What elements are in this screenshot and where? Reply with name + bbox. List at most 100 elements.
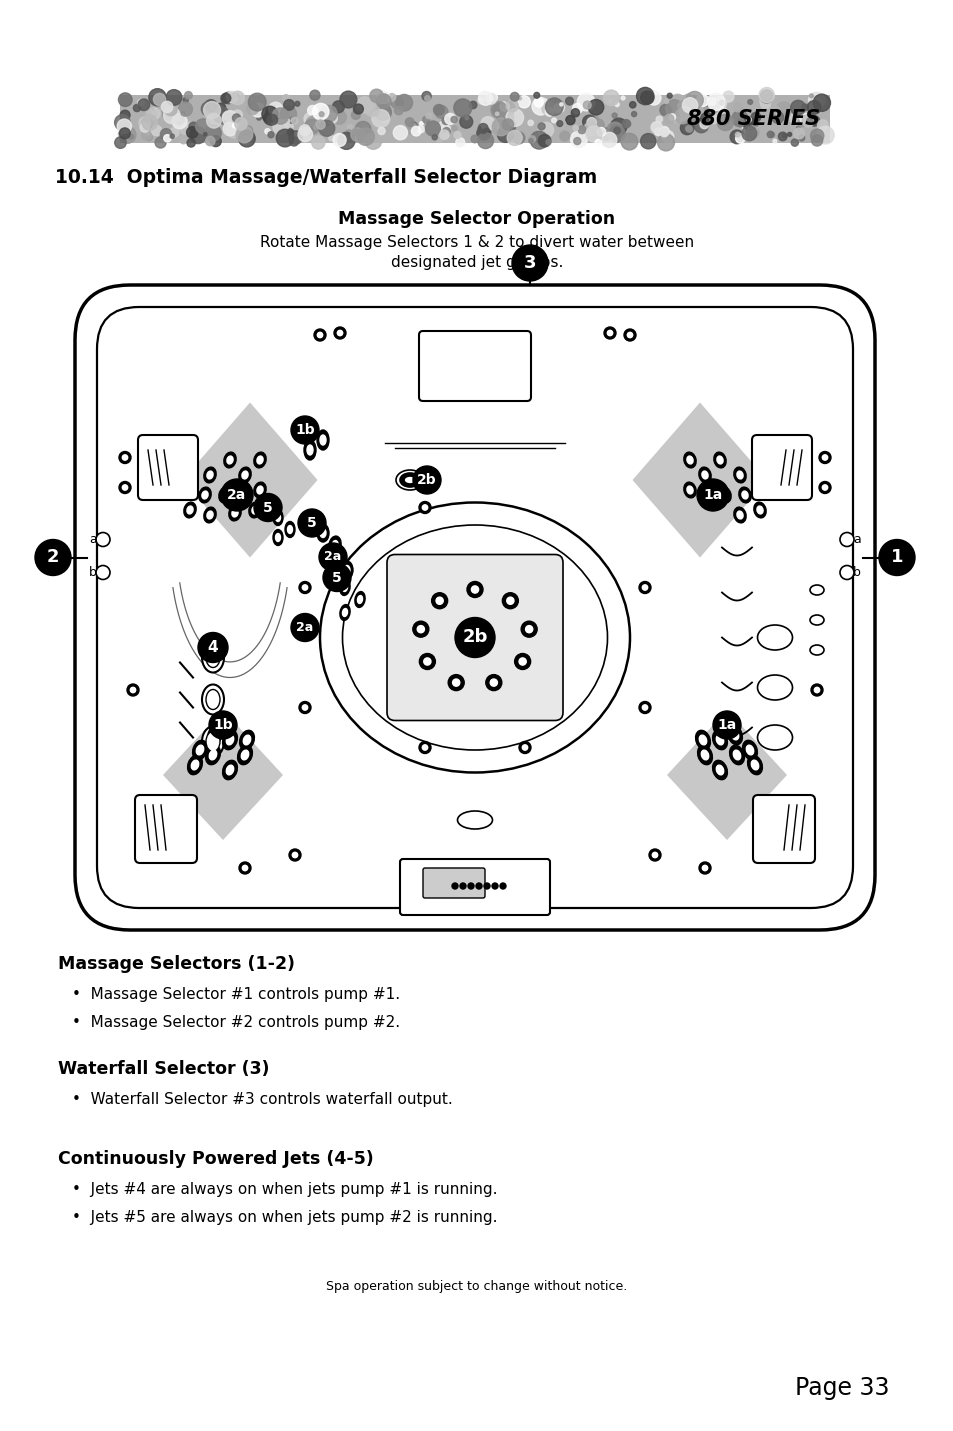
Circle shape [787, 133, 791, 136]
Circle shape [306, 116, 320, 130]
Circle shape [685, 92, 702, 109]
Ellipse shape [809, 615, 823, 625]
Circle shape [206, 102, 215, 112]
Text: Massage Selector Operation: Massage Selector Operation [338, 210, 615, 228]
Text: 2a: 2a [324, 551, 341, 564]
Ellipse shape [319, 502, 629, 773]
Text: Waterfall Selector (3): Waterfall Selector (3) [58, 1060, 269, 1078]
Circle shape [138, 99, 150, 110]
Circle shape [801, 114, 814, 127]
Circle shape [365, 133, 381, 149]
Circle shape [439, 122, 446, 129]
Circle shape [611, 132, 620, 142]
Circle shape [287, 130, 291, 133]
Circle shape [542, 137, 549, 145]
Circle shape [425, 113, 431, 119]
Circle shape [347, 124, 353, 130]
Circle shape [161, 102, 172, 113]
Ellipse shape [731, 730, 738, 740]
Circle shape [146, 132, 150, 135]
Circle shape [346, 130, 352, 136]
Circle shape [247, 103, 258, 114]
Ellipse shape [716, 736, 723, 746]
Ellipse shape [342, 608, 347, 617]
Circle shape [713, 102, 716, 104]
Circle shape [448, 674, 464, 691]
Circle shape [289, 849, 301, 861]
Circle shape [221, 479, 253, 511]
Ellipse shape [395, 469, 423, 489]
Ellipse shape [355, 591, 365, 607]
Circle shape [629, 102, 636, 107]
Circle shape [140, 123, 150, 132]
Circle shape [379, 113, 388, 122]
Ellipse shape [332, 541, 337, 550]
Circle shape [476, 883, 481, 889]
Text: Page 33: Page 33 [795, 1377, 889, 1400]
Circle shape [119, 127, 131, 139]
Circle shape [669, 114, 675, 120]
Ellipse shape [699, 736, 706, 746]
Circle shape [452, 126, 456, 132]
Circle shape [517, 96, 521, 100]
Circle shape [707, 93, 724, 110]
Circle shape [219, 113, 232, 124]
Circle shape [152, 109, 161, 117]
Circle shape [233, 114, 240, 122]
Circle shape [226, 96, 230, 99]
Circle shape [365, 102, 379, 116]
Circle shape [840, 532, 853, 547]
Ellipse shape [738, 487, 750, 502]
Circle shape [510, 93, 518, 102]
Circle shape [840, 565, 853, 580]
Circle shape [583, 122, 597, 136]
Circle shape [719, 100, 723, 104]
Circle shape [769, 133, 774, 137]
Polygon shape [182, 402, 317, 558]
Circle shape [750, 113, 760, 122]
Circle shape [699, 861, 710, 874]
Circle shape [735, 135, 744, 143]
Ellipse shape [256, 456, 263, 464]
Circle shape [571, 109, 578, 117]
Circle shape [431, 592, 447, 608]
Circle shape [203, 133, 207, 136]
Circle shape [471, 135, 478, 143]
Circle shape [323, 564, 351, 591]
Circle shape [771, 106, 780, 114]
Circle shape [735, 132, 740, 137]
Circle shape [442, 127, 450, 135]
Circle shape [253, 107, 261, 116]
Circle shape [127, 684, 139, 695]
Circle shape [119, 126, 136, 143]
Ellipse shape [403, 477, 416, 484]
Circle shape [656, 116, 661, 123]
Circle shape [133, 104, 140, 112]
Circle shape [122, 485, 128, 491]
Ellipse shape [229, 505, 241, 521]
Circle shape [545, 140, 551, 145]
Circle shape [555, 103, 564, 113]
Circle shape [559, 132, 569, 142]
Circle shape [302, 585, 308, 590]
Circle shape [497, 116, 512, 132]
Circle shape [512, 245, 547, 280]
Circle shape [272, 107, 288, 124]
Circle shape [418, 501, 431, 514]
Circle shape [142, 114, 157, 130]
Circle shape [654, 129, 661, 136]
Circle shape [478, 92, 492, 106]
Circle shape [329, 136, 334, 140]
Circle shape [185, 92, 193, 99]
Circle shape [771, 112, 783, 123]
Ellipse shape [275, 534, 280, 541]
Circle shape [588, 100, 603, 114]
Ellipse shape [204, 507, 216, 522]
Circle shape [207, 113, 221, 129]
Ellipse shape [319, 435, 326, 445]
Ellipse shape [683, 452, 696, 468]
Circle shape [172, 114, 187, 129]
Circle shape [477, 133, 493, 149]
Circle shape [578, 126, 585, 133]
Circle shape [467, 581, 482, 598]
